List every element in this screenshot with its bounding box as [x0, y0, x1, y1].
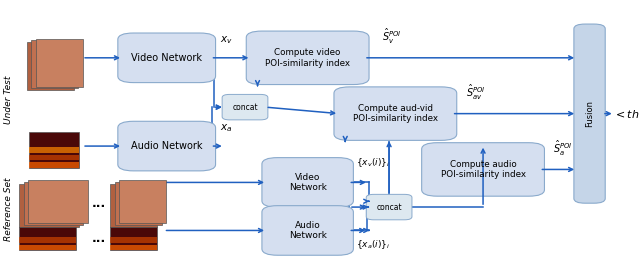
Text: $< th$: $< th$: [612, 108, 639, 120]
Text: Compute audio
POI-similarity index: Compute audio POI-similarity index: [440, 160, 525, 179]
FancyBboxPatch shape: [110, 227, 157, 251]
Text: $\{x_a(i)\}_i$: $\{x_a(i)\}_i$: [356, 239, 390, 251]
FancyBboxPatch shape: [118, 33, 216, 82]
Text: Audio Network: Audio Network: [131, 141, 202, 151]
FancyBboxPatch shape: [29, 162, 79, 168]
FancyBboxPatch shape: [29, 155, 79, 160]
FancyBboxPatch shape: [31, 40, 78, 88]
Text: $\hat{S}_a^{POI}$: $\hat{S}_a^{POI}$: [554, 138, 573, 158]
FancyBboxPatch shape: [262, 206, 353, 255]
FancyBboxPatch shape: [110, 184, 157, 227]
FancyBboxPatch shape: [119, 180, 166, 223]
FancyBboxPatch shape: [334, 87, 457, 140]
FancyBboxPatch shape: [366, 194, 412, 220]
Text: Video
Network: Video Network: [289, 173, 326, 192]
FancyBboxPatch shape: [222, 94, 268, 120]
Text: $\hat{S}_{av}^{POI}$: $\hat{S}_{av}^{POI}$: [466, 82, 485, 102]
Text: Audio
Network: Audio Network: [289, 221, 326, 240]
Text: $\hat{S}_v^{POI}$: $\hat{S}_v^{POI}$: [383, 27, 402, 46]
Text: Under Test: Under Test: [4, 75, 13, 123]
FancyBboxPatch shape: [19, 237, 76, 243]
FancyBboxPatch shape: [574, 24, 605, 203]
Text: concat: concat: [376, 203, 402, 212]
Text: concat: concat: [232, 103, 258, 112]
FancyBboxPatch shape: [27, 42, 74, 90]
FancyBboxPatch shape: [422, 143, 545, 196]
FancyBboxPatch shape: [19, 245, 76, 251]
Text: $x_a$: $x_a$: [220, 122, 232, 134]
Text: Compute video
POI-similarity index: Compute video POI-similarity index: [265, 48, 350, 68]
FancyBboxPatch shape: [110, 237, 157, 243]
Text: Fusion: Fusion: [585, 100, 594, 127]
FancyBboxPatch shape: [36, 39, 83, 87]
Text: $x_v$: $x_v$: [220, 34, 232, 46]
FancyBboxPatch shape: [246, 31, 369, 85]
FancyBboxPatch shape: [19, 227, 76, 251]
FancyBboxPatch shape: [110, 245, 157, 251]
FancyBboxPatch shape: [24, 182, 83, 225]
Text: Compute aud-vid
POI-similarity index: Compute aud-vid POI-similarity index: [353, 104, 438, 123]
Text: Video Network: Video Network: [131, 53, 202, 63]
FancyBboxPatch shape: [28, 180, 88, 223]
FancyBboxPatch shape: [118, 121, 216, 171]
Text: Reference Set: Reference Set: [4, 178, 13, 241]
FancyBboxPatch shape: [262, 158, 353, 207]
FancyBboxPatch shape: [29, 147, 79, 153]
Text: ...: ...: [92, 197, 106, 210]
Text: ...: ...: [92, 232, 106, 245]
Text: $\{x_v(i)\}_i$: $\{x_v(i)\}_i$: [356, 157, 390, 169]
FancyBboxPatch shape: [19, 184, 79, 227]
FancyBboxPatch shape: [115, 182, 162, 225]
FancyBboxPatch shape: [29, 132, 79, 168]
